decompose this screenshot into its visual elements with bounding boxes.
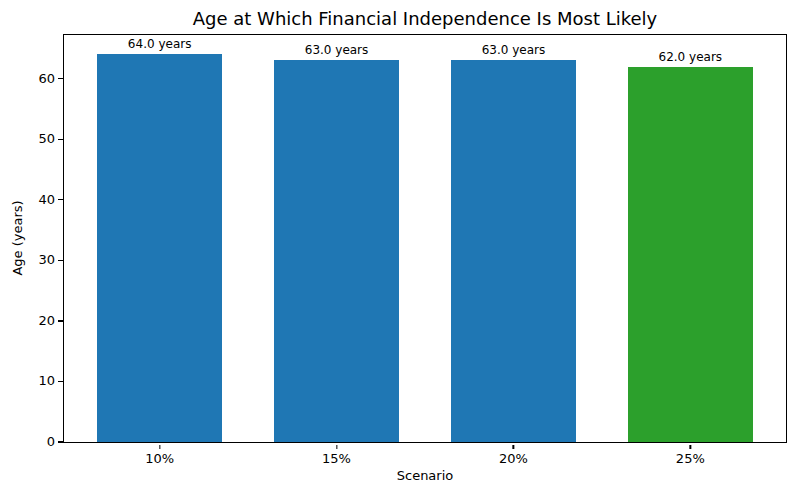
y-tick-mark	[58, 199, 63, 200]
y-tick-mark	[58, 320, 63, 321]
y-tick-label: 60	[38, 71, 55, 87]
y-tick-mark	[58, 78, 63, 79]
y-axis-label: Age (years)	[10, 200, 25, 275]
x-tick-label: 15%	[322, 451, 351, 466]
x-tick-mark	[159, 445, 160, 450]
y-tick-label: 40	[38, 192, 55, 208]
x-tick-mark	[336, 445, 337, 450]
bar-slot-10%: 64.0 years10%	[97, 35, 223, 442]
bar-value-label: 64.0 years	[128, 37, 192, 51]
figure: Age at Which Financial Independence Is M…	[0, 0, 800, 500]
x-tick-mark	[513, 445, 514, 450]
y-tick-label: 50	[38, 131, 55, 147]
bar-20%	[451, 60, 577, 442]
bars-container: 64.0 years10%63.0 years15%63.0 years20%6…	[64, 35, 786, 442]
x-axis-label: Scenario	[63, 468, 787, 483]
bar-slot-15%: 63.0 years15%	[274, 35, 400, 442]
x-tick-label: 20%	[499, 451, 528, 466]
bar-slot-20%: 63.0 years20%	[451, 35, 577, 442]
bar-value-label: 62.0 years	[659, 50, 723, 64]
chart-title: Age at Which Financial Independence Is M…	[63, 8, 787, 29]
bar-slot-25%: 62.0 years25%	[628, 35, 754, 442]
bar-15%	[274, 60, 400, 442]
bar-25%	[628, 67, 754, 443]
y-tick-label: 0	[47, 434, 55, 450]
y-tick-mark	[58, 260, 63, 261]
bar-value-label: 63.0 years	[305, 43, 369, 57]
y-tick-label: 10	[38, 373, 55, 389]
plot-area: 0102030405060 64.0 years10%63.0 years15%…	[63, 34, 787, 443]
y-tick-label: 30	[38, 252, 55, 268]
y-tick-mark	[58, 441, 63, 442]
y-tick-mark	[58, 381, 63, 382]
y-tick-label: 20	[38, 313, 55, 329]
y-tick-mark	[58, 139, 63, 140]
bar-value-label: 63.0 years	[482, 43, 546, 57]
x-tick-label: 10%	[145, 451, 174, 466]
bar-10%	[97, 54, 223, 442]
x-tick-mark	[690, 445, 691, 450]
x-tick-label: 25%	[676, 451, 705, 466]
